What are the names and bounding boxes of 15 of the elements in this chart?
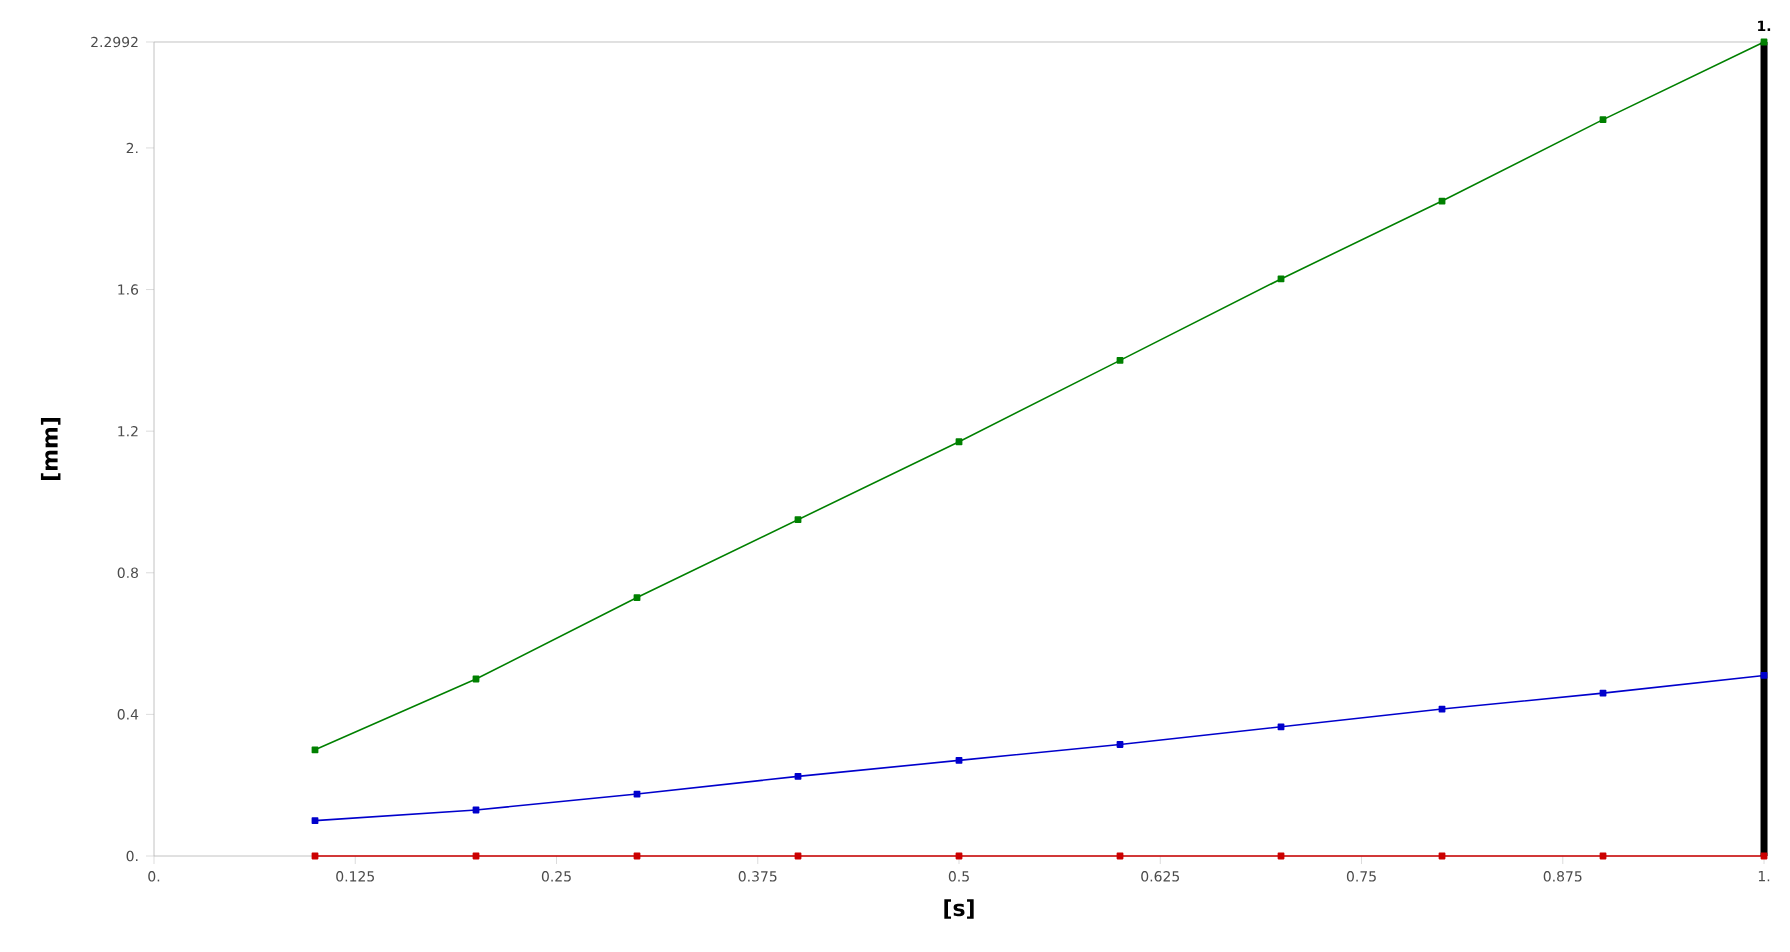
- point: [1277, 723, 1285, 731]
- point: [955, 438, 963, 446]
- point: [1116, 741, 1124, 748]
- point: [311, 746, 319, 754]
- point: [955, 757, 963, 764]
- y-axis-title: [mm]: [40, 418, 61, 480]
- point: [794, 516, 802, 524]
- x-axis-title: [s]: [944, 899, 974, 919]
- point: [1599, 689, 1607, 697]
- point: [1116, 356, 1124, 364]
- point: [794, 772, 802, 780]
- point: [633, 594, 641, 601]
- point: [1599, 116, 1607, 123]
- point: [311, 817, 319, 824]
- point: [1760, 672, 1768, 679]
